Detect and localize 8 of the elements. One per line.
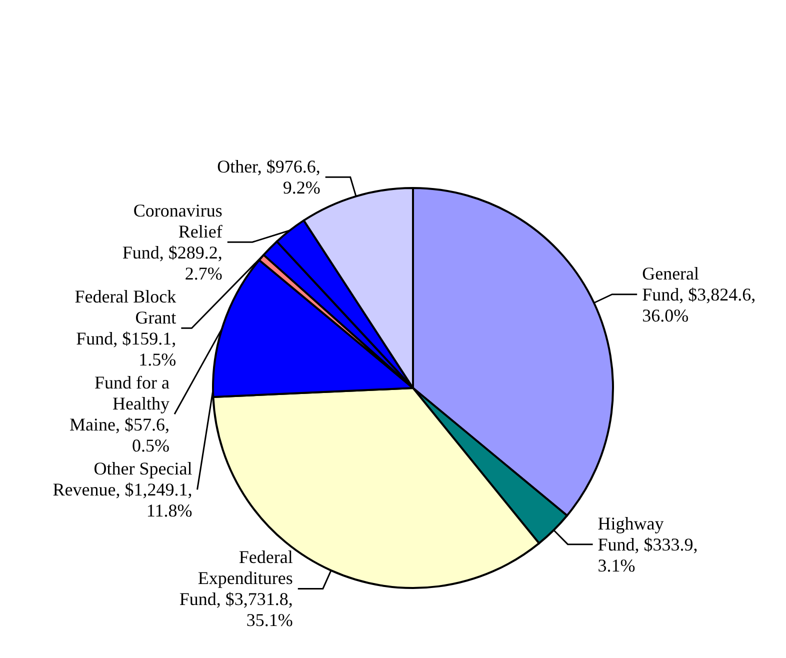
slice-label: Fund for a Healthy Maine, $57.6, 0.5%	[70, 372, 170, 456]
slice-label: Other Special Revenue, $1,249.1, 11.8%	[52, 458, 192, 521]
slice-label: Coronavirus Relief Fund, $289.2, 2.7%	[122, 200, 222, 284]
slice-label: Federal Expenditures Fund, $3,731.8, 35.1%	[179, 547, 293, 630]
slice-label: Federal Block Grant Fund, $159.1, 1.5%	[74, 286, 176, 370]
slice-label: General Fund, $3,824.6, 36.0%	[642, 263, 756, 326]
slice-label: Highway Fund, $333.9, 3.1%	[598, 513, 698, 576]
slice-label: Other, $976.6, 9.2%	[217, 156, 320, 198]
